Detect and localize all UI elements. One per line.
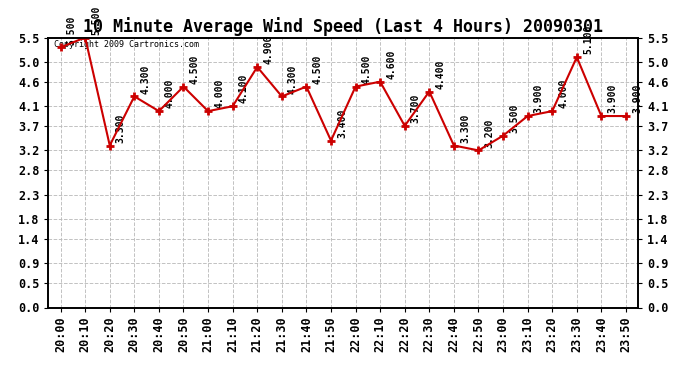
Text: 4.400: 4.400 (435, 59, 446, 89)
Title: 10 Minute Average Wind Speed (Last 4 Hours) 20090301: 10 Minute Average Wind Speed (Last 4 Hou… (83, 17, 603, 36)
Text: 3.500: 3.500 (509, 104, 519, 133)
Text: 4.600: 4.600 (386, 50, 396, 79)
Text: 3.200: 3.200 (484, 118, 495, 148)
Text: 3.900: 3.900 (534, 84, 544, 113)
Text: 3.700: 3.700 (411, 94, 421, 123)
Text: 4.500: 4.500 (313, 54, 322, 84)
Text: 3.300: 3.300 (460, 113, 470, 143)
Text: 5.100: 5.100 (583, 25, 593, 54)
Text: 4.000: 4.000 (214, 79, 224, 108)
Text: 4.500: 4.500 (362, 54, 372, 84)
Text: 3.900: 3.900 (632, 84, 642, 113)
Text: 4.000: 4.000 (165, 79, 175, 108)
Text: 5.500: 5.500 (67, 15, 77, 45)
Text: 4.000: 4.000 (558, 79, 569, 108)
Text: Copyright 2009 Cartronics.com: Copyright 2009 Cartronics.com (55, 40, 199, 49)
Text: 3.400: 3.400 (337, 108, 347, 138)
Text: 3.300: 3.300 (116, 113, 126, 143)
Text: 4.900: 4.900 (264, 35, 273, 64)
Text: 5.500: 5.500 (91, 5, 101, 35)
Text: 4.100: 4.100 (239, 74, 249, 104)
Text: 3.900: 3.900 (607, 84, 618, 113)
Text: 4.300: 4.300 (141, 64, 150, 94)
Text: 4.300: 4.300 (288, 64, 298, 94)
Text: 4.500: 4.500 (190, 54, 199, 84)
